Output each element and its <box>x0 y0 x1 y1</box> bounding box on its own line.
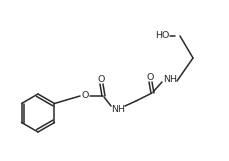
Text: NH: NH <box>162 76 176 85</box>
Text: O: O <box>97 75 104 84</box>
Text: HO: HO <box>154 32 169 41</box>
Text: NH: NH <box>111 104 124 114</box>
Text: O: O <box>146 72 153 81</box>
Text: O: O <box>81 91 88 100</box>
